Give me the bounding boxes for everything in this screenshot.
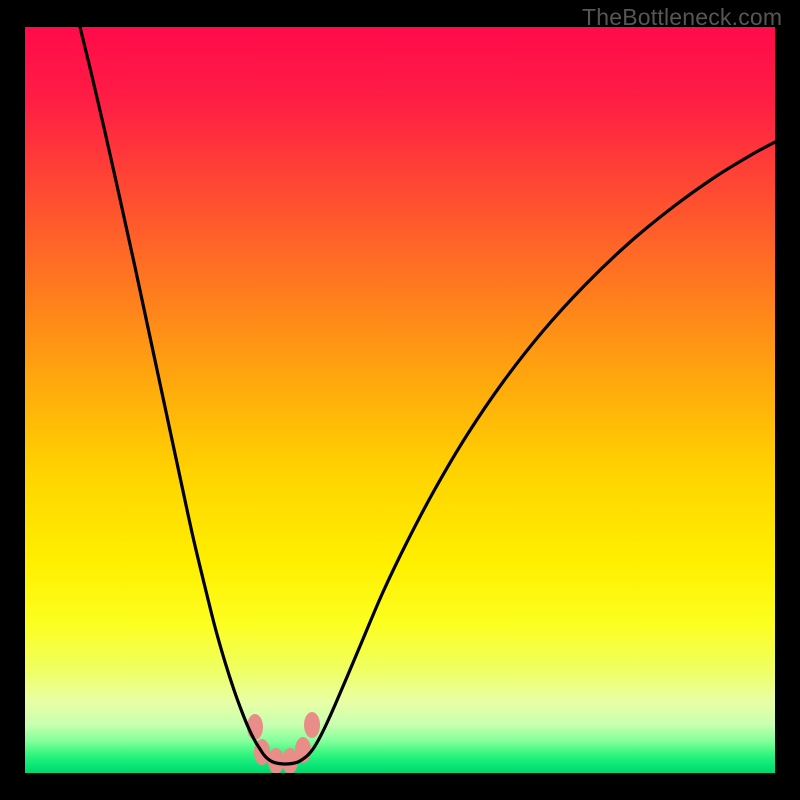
marker-dot — [304, 712, 320, 738]
watermark-text: TheBottleneck.com — [582, 4, 782, 31]
gradient-background — [25, 27, 775, 773]
chart-svg — [25, 27, 775, 773]
chart-frame — [25, 27, 775, 773]
